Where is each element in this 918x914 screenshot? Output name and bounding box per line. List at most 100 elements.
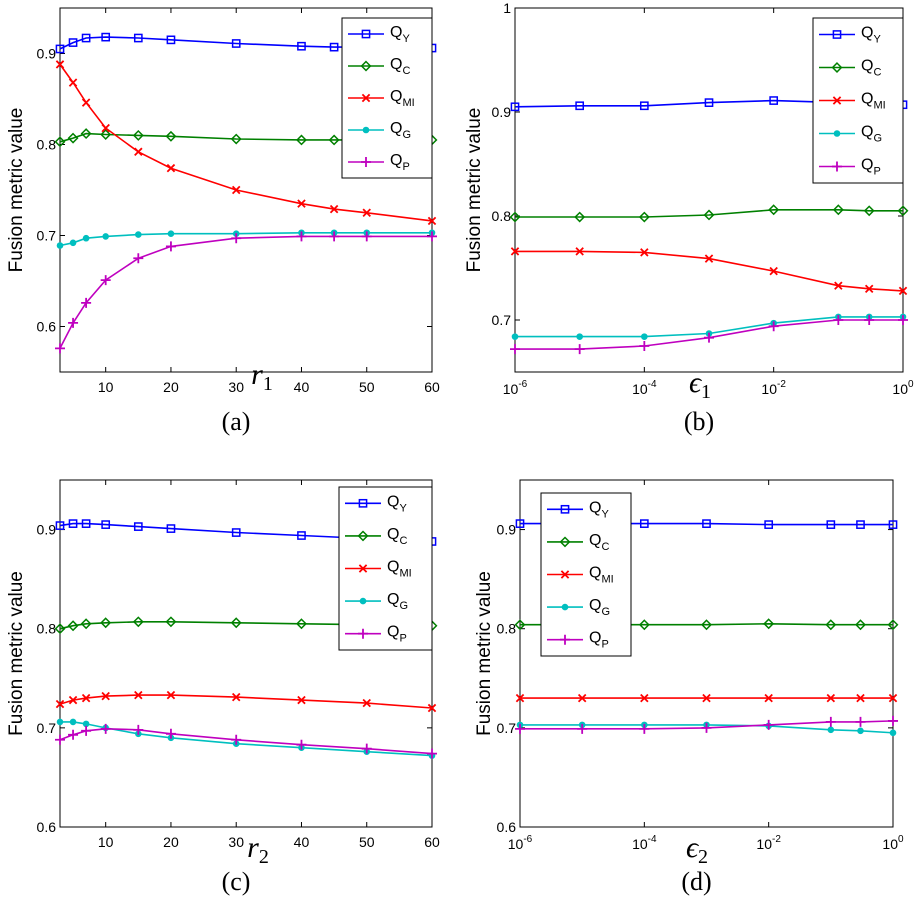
point-QC-shape <box>100 617 112 629</box>
legend-marker-QG <box>359 597 367 605</box>
point-QC-shape <box>230 617 242 629</box>
x-tick-base: 10 <box>632 381 648 397</box>
point-QC <box>80 128 92 140</box>
legend-label-QMI: QMI <box>387 559 412 580</box>
legend-label-QP-sub: P <box>399 633 406 645</box>
point-QMI <box>510 247 520 256</box>
x-tick-label: 10-6 <box>508 834 533 852</box>
point-QMI <box>362 698 371 708</box>
point-QY <box>68 38 78 47</box>
point-QMI <box>68 78 78 87</box>
point-QMI <box>55 699 65 709</box>
point-QG <box>56 242 64 249</box>
point-QMI-shape <box>134 147 143 157</box>
point-QP <box>855 716 866 727</box>
point-QP-shape <box>763 719 774 730</box>
point-QC <box>832 204 844 216</box>
point-QMI-shape <box>640 693 649 703</box>
point-QC <box>855 619 866 631</box>
point-QMI <box>101 123 110 133</box>
legend-marker-QP-shape <box>832 161 842 172</box>
y-axis-label: Fusion metric value <box>464 108 485 273</box>
y-tick-label: 0.8 <box>497 621 517 637</box>
point-QY <box>764 520 774 529</box>
point-QC-shape <box>165 130 177 142</box>
point-QP-shape <box>81 725 92 736</box>
point-QC <box>703 209 715 221</box>
legend-label-QC: QC <box>390 56 410 77</box>
point-QY-shape <box>769 96 779 105</box>
point-QY <box>231 39 241 48</box>
point-QP <box>515 723 525 734</box>
x-tick-label: 20 <box>163 834 179 850</box>
x-tick-base: 10 <box>882 836 898 852</box>
legend-marker-QC <box>360 60 372 72</box>
point-QP-shape <box>639 723 650 734</box>
point-QP <box>701 722 712 733</box>
point-QMI <box>575 247 584 256</box>
point-QC <box>863 205 875 217</box>
legend-label-QY-main: Q <box>387 493 399 510</box>
point-QC-shape <box>768 204 780 216</box>
point-QY <box>101 32 111 42</box>
point-QMI <box>640 693 649 703</box>
x-axis-label: ϵ1 <box>689 366 711 403</box>
legend-marker-QC <box>559 536 571 548</box>
point-QC <box>230 617 242 629</box>
point-QC-shape <box>296 618 307 630</box>
x-tick-exp: -6 <box>518 379 527 390</box>
point-QG <box>827 726 835 734</box>
point-QG <box>641 333 648 340</box>
point-QY-shape <box>68 38 78 47</box>
point-QMI <box>427 703 437 713</box>
point-QC-shape <box>574 211 586 223</box>
point-QY-shape <box>231 528 241 537</box>
y-tick-label: 0.7 <box>497 720 517 736</box>
point-QY-shape <box>166 524 176 533</box>
legend-label-QMI-sub: MI <box>402 97 414 109</box>
point-QMI <box>81 693 91 703</box>
point-QP-shape <box>329 231 340 242</box>
legend-label-QY-sub: Y <box>873 34 881 46</box>
x-tick-label: 10-2 <box>756 834 781 852</box>
x-tick-label: 30 <box>228 379 244 395</box>
point-QC <box>701 619 712 631</box>
point-QMI-shape <box>427 703 437 713</box>
point-QMI-shape <box>510 247 520 256</box>
point-QC <box>54 136 66 148</box>
legend-marker-QC-shape <box>559 536 571 548</box>
legend-label-QY-sub: Y <box>402 33 410 45</box>
point-QY-shape <box>55 521 65 530</box>
point-QMI <box>704 254 714 263</box>
point-QMI-shape <box>362 698 371 708</box>
point-QMI-shape <box>166 163 176 173</box>
legend-marker-QMI <box>560 570 570 579</box>
point-QC <box>100 617 112 629</box>
point-QP <box>68 729 79 740</box>
point-QP <box>55 734 65 745</box>
legend-label-QG: QG <box>861 124 882 145</box>
point-QP-shape <box>577 723 588 734</box>
point-QP <box>296 739 307 750</box>
legend-marker-QG-shape <box>833 130 841 137</box>
point-QY <box>297 41 306 51</box>
y-tick-label: 0.9 <box>492 104 512 120</box>
point-QY-shape <box>81 33 91 43</box>
point-QC-shape <box>165 616 177 628</box>
x-axis-label: ϵ2 <box>686 831 708 868</box>
point-QMI <box>888 693 898 703</box>
point-QP-shape <box>165 728 176 739</box>
x-tick-label: 60 <box>424 834 440 850</box>
point-QP-shape <box>427 748 437 759</box>
legend-marker-QP-shape <box>361 157 371 167</box>
point-QY-shape <box>101 520 111 529</box>
point-QMI <box>297 199 306 208</box>
legend-label-QY: QY <box>589 499 609 520</box>
point-QC-shape <box>638 619 650 631</box>
legend-marker-QP <box>560 634 570 645</box>
point-QG-shape <box>827 726 835 734</box>
y-tick-label: 0.8 <box>37 621 57 637</box>
